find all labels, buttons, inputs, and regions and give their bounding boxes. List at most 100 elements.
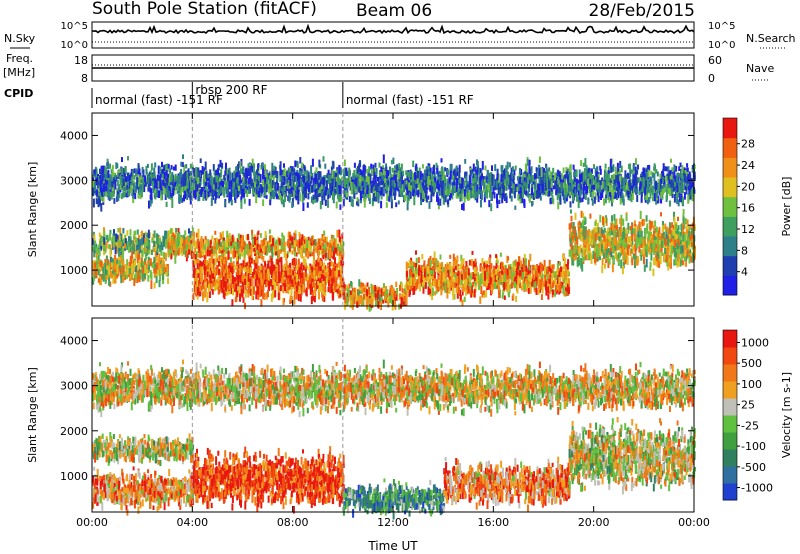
echo-point xyxy=(683,257,686,262)
echo-point xyxy=(321,294,324,302)
echo-point xyxy=(335,267,338,276)
echo-point xyxy=(473,266,476,274)
echo-point xyxy=(300,287,303,296)
echo-point xyxy=(275,270,278,280)
echo-point xyxy=(294,233,296,239)
echo-point xyxy=(525,258,528,266)
echo-point xyxy=(274,244,277,250)
echo-point xyxy=(567,259,570,265)
echo-point xyxy=(523,283,526,291)
echo-point xyxy=(172,245,175,251)
echo-point xyxy=(643,264,646,272)
echo-point xyxy=(211,277,214,282)
echo-point xyxy=(340,239,343,247)
echo-point xyxy=(310,296,313,305)
echo-point xyxy=(463,271,466,280)
echo-point xyxy=(294,258,297,265)
echo-point xyxy=(242,297,245,303)
echo-point xyxy=(501,270,504,275)
echo-point xyxy=(429,259,432,268)
echo-point xyxy=(612,223,615,231)
echo-point xyxy=(335,247,338,255)
echo-point xyxy=(197,241,200,249)
echo-point xyxy=(196,268,199,274)
echo-point xyxy=(170,253,173,260)
echo-point xyxy=(490,263,493,270)
echo-point xyxy=(194,254,197,260)
echo-point xyxy=(234,265,237,270)
echo-point xyxy=(224,241,227,247)
echo-point xyxy=(515,295,518,303)
echo-point xyxy=(317,281,320,286)
echo-point xyxy=(567,287,570,295)
echo-point xyxy=(222,274,225,283)
echo-point xyxy=(105,241,108,249)
echo-point xyxy=(289,274,292,281)
echo-point xyxy=(471,272,474,277)
echo-point xyxy=(156,257,159,262)
echo-point xyxy=(174,247,177,256)
echo-point xyxy=(527,287,530,294)
echo-point xyxy=(399,284,401,292)
echo-point xyxy=(338,229,341,238)
echo-point xyxy=(474,258,477,267)
echo-point xyxy=(231,299,234,307)
echo-point xyxy=(165,235,168,244)
echo-point xyxy=(401,287,404,293)
echo-point xyxy=(541,276,544,284)
echo-point xyxy=(325,236,328,242)
echo-point xyxy=(211,263,214,271)
echo-point xyxy=(550,285,553,293)
echo-point xyxy=(340,260,343,268)
echo-point xyxy=(510,267,513,275)
echo-point xyxy=(141,237,144,246)
echo-point xyxy=(409,286,411,296)
echo-point xyxy=(614,220,617,226)
echo-point xyxy=(631,233,634,242)
echo-point xyxy=(525,278,528,287)
echo-point xyxy=(591,239,594,246)
echo-point xyxy=(124,243,127,249)
echo-point xyxy=(272,238,274,246)
echo-point xyxy=(235,253,238,262)
echo-point xyxy=(625,237,627,242)
echo-point xyxy=(670,241,673,246)
echo-point xyxy=(153,247,156,253)
echo-point xyxy=(480,285,483,295)
echo-point xyxy=(252,259,255,265)
echo-point xyxy=(258,271,261,277)
echo-point xyxy=(93,248,96,254)
echo-point xyxy=(348,289,350,297)
echo-point xyxy=(667,238,670,247)
echo-point xyxy=(274,290,277,298)
echo-point xyxy=(307,277,310,285)
echo-point xyxy=(607,227,610,232)
echo-point xyxy=(556,268,559,276)
echo-point xyxy=(101,237,103,242)
echo-point xyxy=(400,282,403,289)
echo-point xyxy=(314,285,317,293)
echo-point xyxy=(550,268,553,274)
echo-point xyxy=(583,249,586,256)
echo-point xyxy=(349,290,352,295)
echo-point xyxy=(454,273,457,278)
echo-point xyxy=(185,250,188,258)
echo-point xyxy=(219,242,222,247)
echo-point xyxy=(341,277,344,284)
echo-point xyxy=(333,263,335,269)
echo-point xyxy=(155,243,158,252)
echo-point xyxy=(265,273,268,280)
echo-point xyxy=(378,298,381,305)
echo-point xyxy=(242,260,245,268)
echo-point xyxy=(578,220,581,226)
echo-point xyxy=(156,248,159,254)
echo-point xyxy=(408,260,411,267)
echo-point xyxy=(240,238,243,243)
echo-point xyxy=(334,281,337,291)
echo-point xyxy=(144,264,147,274)
echo-point xyxy=(689,235,692,241)
echo-point xyxy=(495,275,498,281)
echo-point xyxy=(540,294,543,300)
echo-point xyxy=(320,279,323,285)
echo-point xyxy=(611,215,613,221)
